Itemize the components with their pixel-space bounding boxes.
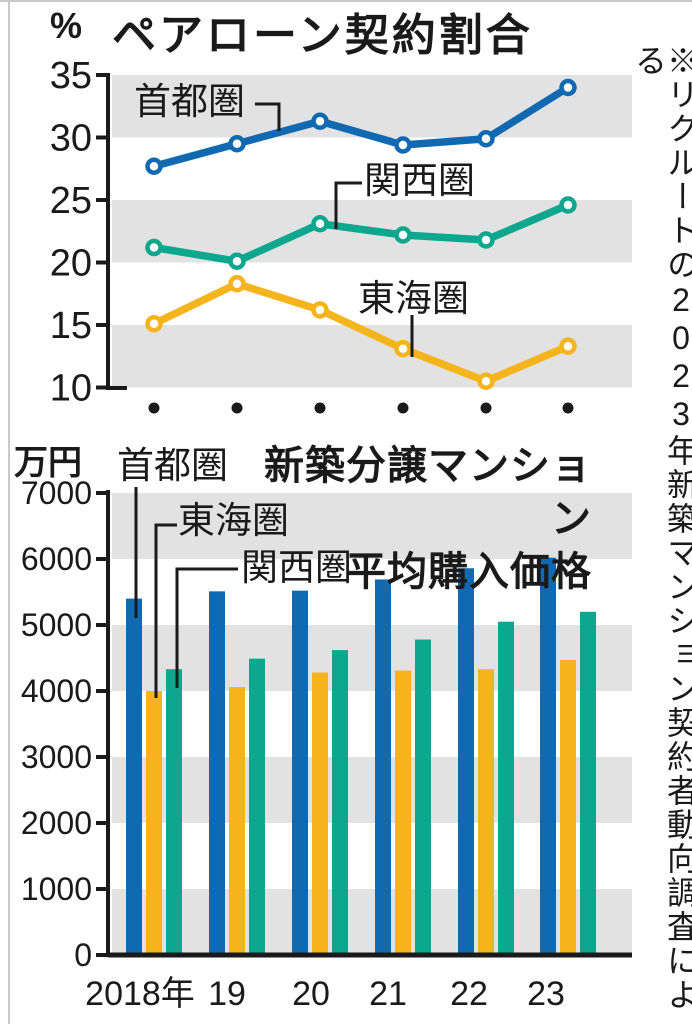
bottom-chart-unit-label: 万円 — [14, 444, 82, 482]
svg-text:3000: 3000 — [21, 739, 92, 775]
top-chart-unit-label: % — [50, 5, 83, 46]
top-border-line — [0, 0, 692, 2]
source-note: ※リクルートの2023年新築マンション契約者動向調査による — [631, 44, 692, 1012]
svg-text:10: 10 — [50, 368, 92, 410]
svg-text:15: 15 — [50, 305, 92, 347]
svg-text:25: 25 — [50, 180, 92, 222]
svg-text:5000: 5000 — [21, 607, 92, 643]
svg-text:1000: 1000 — [21, 871, 92, 907]
label-tokai-top: 東海圏 — [358, 279, 469, 320]
top-chart-title: ペアローン契約割合 — [112, 11, 533, 60]
label-tokai-bottom: 東海圏 — [178, 501, 289, 542]
label-shutoken-bottom: 首都圏 — [117, 446, 228, 487]
svg-text:2018年: 2018年 — [85, 975, 195, 1013]
svg-text:2000: 2000 — [21, 805, 92, 841]
bottom-chart-title: 新築分譲マンション 平均購入価格 — [235, 440, 592, 600]
svg-text:19: 19 — [208, 975, 246, 1013]
label-shutoken-top: 首都圏 — [134, 82, 245, 123]
svg-text:7000: 7000 — [21, 475, 92, 511]
bottom-chart-title-line2: 平均購入価格 — [346, 550, 592, 595]
svg-text:22: 22 — [450, 975, 488, 1013]
svg-text:0: 0 — [74, 937, 92, 973]
label-kansai-top: 関西圏 — [364, 161, 475, 202]
bottom-chart-title-line1: 新築分譲マンション — [264, 444, 592, 542]
svg-text:30: 30 — [50, 118, 92, 160]
left-border-line — [8, 0, 10, 1024]
svg-text:23: 23 — [527, 975, 565, 1013]
svg-text:21: 21 — [369, 975, 407, 1013]
svg-text:20: 20 — [292, 975, 330, 1013]
svg-text:4000: 4000 — [21, 673, 92, 709]
svg-text:20: 20 — [50, 243, 92, 285]
label-kansai-bottom: 関西圏 — [241, 548, 352, 589]
svg-text:6000: 6000 — [21, 541, 92, 577]
svg-text:35: 35 — [50, 55, 92, 97]
